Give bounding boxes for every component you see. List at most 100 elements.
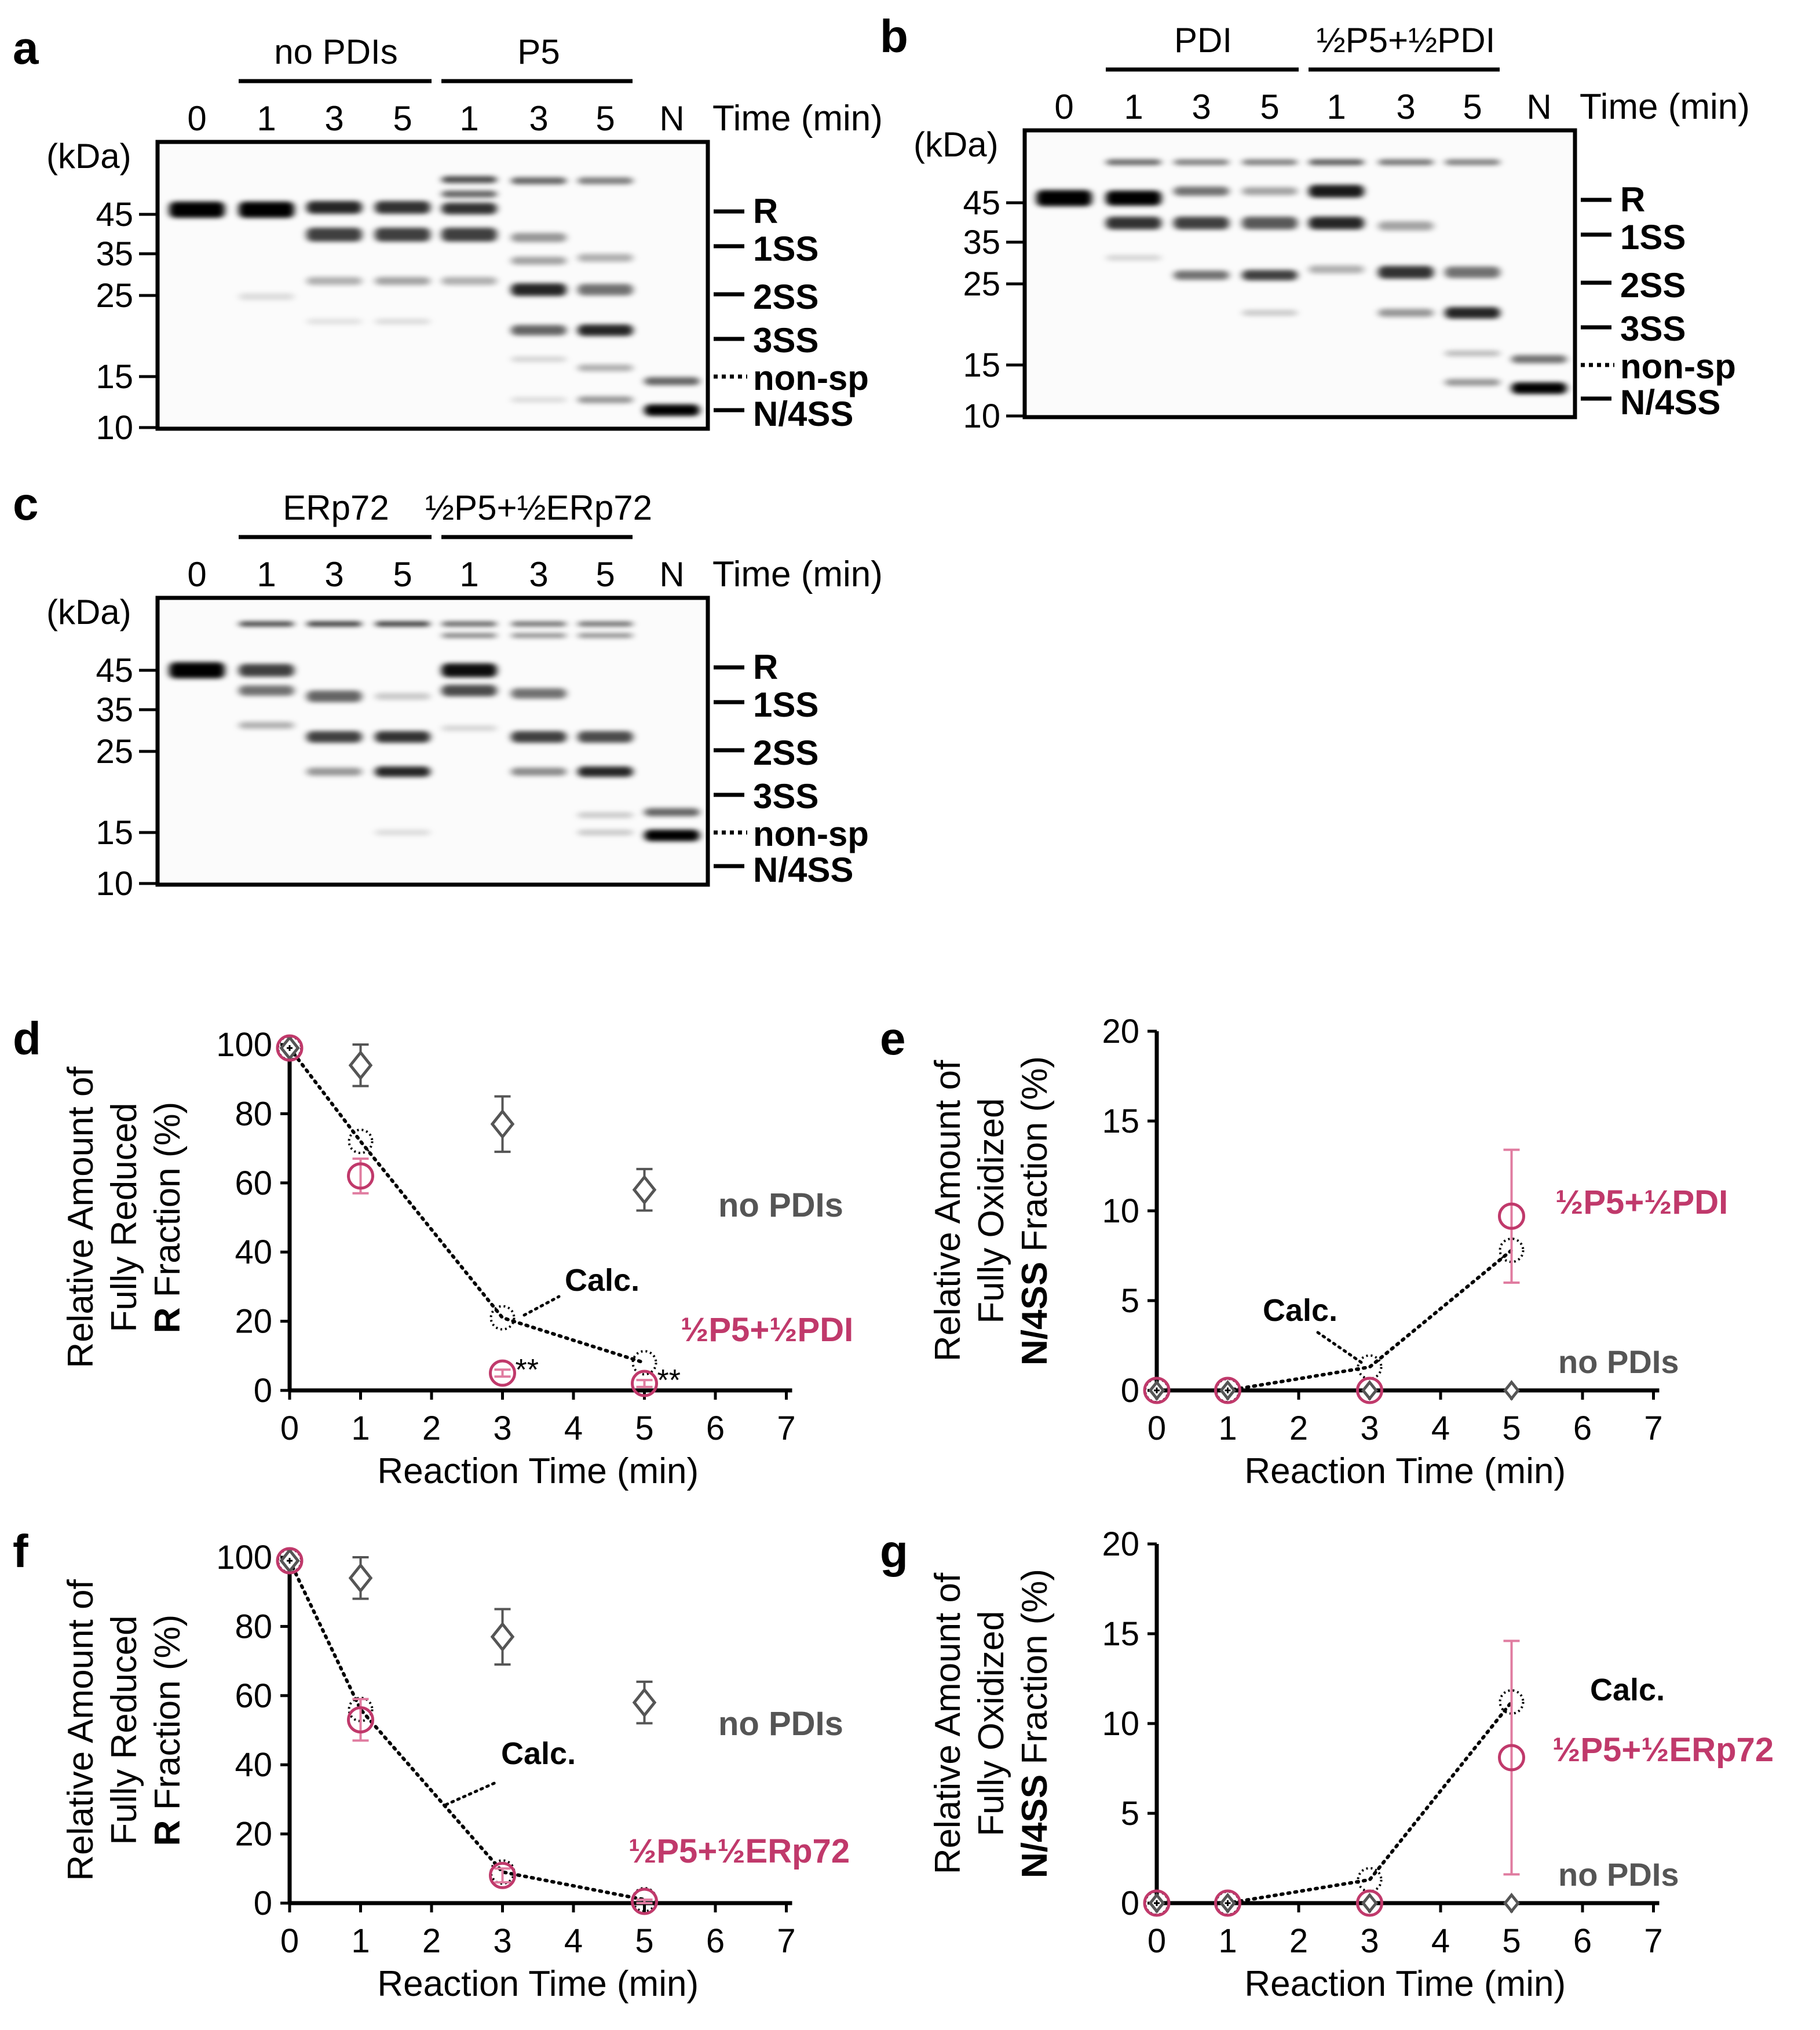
series-label-no-pdis: no PDIs	[718, 1186, 843, 1224]
series-label-exp: ½P5+½ERp72	[1552, 1731, 1774, 1769]
series-label-exp: ½P5+½ERp72	[628, 1832, 850, 1870]
y-axis-label-rest: Fraction (%)	[148, 1102, 188, 1298]
band-label-0: R	[753, 192, 778, 231]
gel-lane-label-3: 5	[1260, 87, 1279, 126]
band-label-1: 1SS	[753, 685, 818, 724]
gel-mw-label-4: 10	[96, 865, 133, 903]
gel-lane-label-2: 3	[324, 555, 343, 594]
gel-lane-label-2: 3	[1192, 87, 1211, 126]
y-tick-label-2: 40	[235, 1233, 272, 1271]
gel-lane-label-5: 3	[529, 555, 548, 594]
y-axis-label-bold: N/4SS	[1015, 1765, 1055, 1878]
gel-time-label: Time (min)	[1580, 87, 1750, 127]
x-tick-label-0: 0	[1147, 1922, 1166, 1960]
x-tick-label-4: 4	[1431, 1922, 1450, 1960]
series-label-calc: Calc.	[501, 1736, 576, 1771]
y-axis-label-rest: Fraction (%)	[1015, 1056, 1055, 1252]
x-tick-label-1: 1	[351, 1410, 370, 1447]
x-tick-label-2: 2	[422, 1922, 441, 1960]
x-tick-label-5: 5	[635, 1410, 653, 1447]
x-tick-label-0: 0	[1147, 1410, 1166, 1447]
gel-band-2-0	[306, 201, 362, 214]
gel-band-6-0	[578, 177, 633, 184]
series-label-no-pdis: no PDIs	[1558, 1343, 1679, 1380]
x-tick-label-5: 5	[1502, 1922, 1521, 1960]
gel-mw-label-1: 35	[96, 235, 133, 273]
calc-leader-line	[444, 1780, 500, 1806]
x-tick-label-5: 5	[1502, 1410, 1521, 1447]
y-tick-label-0: 0	[254, 1372, 272, 1410]
gel-band-5-4	[511, 325, 567, 335]
exp-point-2	[489, 1359, 516, 1387]
gel-bands	[1036, 159, 1567, 394]
gel-band-3-0	[375, 201, 430, 214]
calc-point-1	[348, 1129, 374, 1155]
x-tick-label-1: 1	[1218, 1410, 1237, 1447]
gel-band-2-1	[306, 228, 362, 242]
gel-band-5-0	[1378, 159, 1434, 165]
gel-mw-label-0: 45	[96, 196, 133, 233]
x-tick-label-6: 6	[706, 1922, 725, 1960]
exp-point-2	[1356, 1377, 1383, 1404]
gel-lane-label-7: N	[659, 555, 684, 594]
gel-group-label-0: no PDIs	[274, 32, 397, 71]
gel-band-3-4	[1242, 310, 1298, 316]
gel-band-1-2	[1106, 217, 1161, 229]
gel-band-3-0	[375, 622, 430, 626]
calc-line	[288, 1558, 646, 1902]
gel-bands	[169, 176, 700, 416]
band-label-5: N/4SS	[753, 395, 853, 433]
gel-band-3-3	[375, 766, 430, 777]
gel-band-3-4	[375, 830, 430, 835]
x-tick-label-1: 1	[351, 1922, 370, 1960]
x-tick-label-1: 1	[1218, 1922, 1237, 1960]
exp-point-3	[1498, 1744, 1525, 1772]
gel-band-5-2	[511, 688, 567, 699]
gel-lane-label-0: 0	[187, 99, 206, 138]
gel-band-5-1	[1378, 221, 1434, 231]
gel-band-6-0	[578, 622, 633, 626]
nopdi-point-2	[1361, 1892, 1378, 1914]
gel-band-5-2	[511, 257, 567, 265]
gel-mw-label-2: 25	[96, 733, 133, 771]
gel-band-2-0	[1174, 159, 1229, 165]
gel-band-3-0	[1242, 159, 1298, 165]
gel-group-label-1: ½P5+½PDI	[1317, 21, 1496, 60]
band-label-5: N/4SS	[753, 850, 853, 889]
x-tick-label-5: 5	[635, 1922, 653, 1960]
y-axis-label-line-0: Relative Amount of	[61, 1579, 101, 1881]
exp-point-0	[1143, 1377, 1171, 1404]
band-label-0: R	[1620, 180, 1645, 219]
gel-band-0-0	[169, 202, 225, 218]
y-axis-label-line-0: Relative Amount of	[928, 1572, 968, 1874]
y-tick-label-1: 5	[1121, 1282, 1139, 1320]
gel-band-5-4	[511, 768, 567, 776]
calc-point-2	[489, 1305, 516, 1331]
nopdi-point-1	[348, 1050, 373, 1080]
gel-band-5-1	[511, 233, 567, 242]
x-tick-label-7: 7	[1644, 1410, 1662, 1447]
gel-band-7-1	[644, 404, 700, 416]
gel-band-2-1	[1174, 187, 1229, 196]
center-mark-0	[287, 1045, 293, 1051]
band-label-3: 3SS	[753, 321, 818, 360]
gel-band-6-4	[578, 812, 633, 818]
gel-band-2-3	[306, 768, 362, 776]
panel-letter-d: d	[13, 1013, 41, 1064]
exp-point-3	[1498, 1202, 1525, 1230]
center-mark-1	[1225, 1388, 1231, 1393]
x-tick-label-4: 4	[1431, 1410, 1450, 1447]
x-tick-label-6: 6	[706, 1410, 725, 1447]
chart-panel-d: d 0 1 2 3 4 5 6 7 0 20 40 60 80 100 Reaction Time (min)…	[13, 1013, 853, 1491]
gel-band-7-0	[1511, 355, 1567, 363]
gel-band-2-3	[1174, 271, 1229, 280]
center-mark-1	[1225, 1900, 1231, 1906]
series-label-calc: Calc.	[1263, 1293, 1337, 1328]
gel-lane-label-5: 3	[529, 99, 548, 138]
series-label-no-pdis: no PDIs	[1558, 1856, 1679, 1893]
y-tick-label-3: 15	[1102, 1102, 1139, 1140]
x-tick-label-2: 2	[1289, 1922, 1308, 1960]
y-axis-label-bold: N/4SS	[1015, 1252, 1055, 1365]
y-axis-label-line-2: N/4SS Fraction (%)	[1015, 1569, 1055, 1878]
